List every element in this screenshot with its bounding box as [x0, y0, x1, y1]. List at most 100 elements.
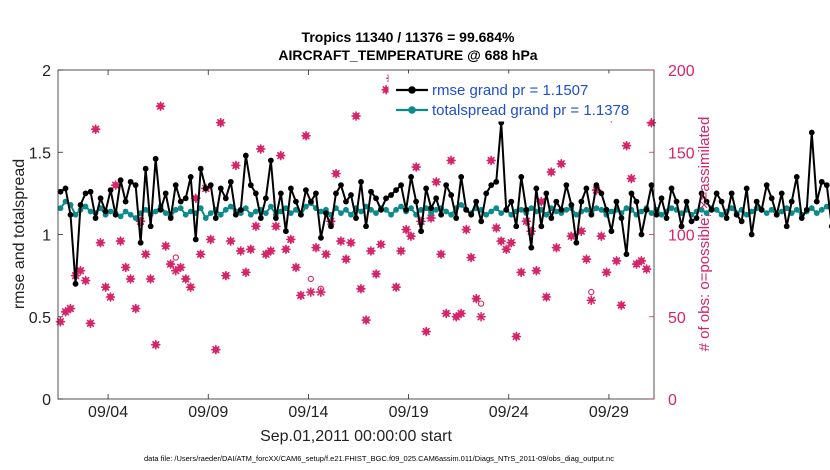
- obs-assimilated-point-48: [296, 290, 306, 301]
- series-point-rmse-4: [77, 201, 84, 208]
- obs-assimilated-point-21: [160, 241, 171, 251]
- obs-assimilated-point-52: [316, 287, 326, 297]
- y-tick-label-2: 1: [42, 228, 51, 245]
- series-point-rmse-152: [818, 178, 825, 185]
- obs-assimilated-point-89: [501, 244, 512, 255]
- series-point-rmse-138: [748, 231, 755, 238]
- series-point-rmse-9: [102, 208, 109, 215]
- series-point-rmse-141: [763, 182, 770, 189]
- series-point-rmse-126: [688, 218, 695, 225]
- y-tick-label-3: 1.5: [29, 145, 51, 162]
- series-point-rmse-52: [318, 234, 324, 241]
- series-point-rmse-149: [803, 206, 810, 213]
- x-tick-label-4: 09/24: [489, 404, 529, 421]
- series-point-rmse-30: [207, 182, 214, 189]
- series-point-totalspread-38: [247, 211, 254, 218]
- series-point-rmse-61: [363, 223, 369, 230]
- series-point-totalspread-58: [348, 211, 354, 218]
- obs-assimilated-point-90: [506, 237, 516, 248]
- series-point-totalspread-142: [768, 206, 775, 213]
- obs-possible-point-106: [588, 288, 595, 296]
- obs-assimilated-point-13: [120, 262, 131, 273]
- obs-assimilated-point-98: [546, 167, 557, 177]
- legend-label-rmse: rmse grand pr = 1.1507: [432, 82, 588, 99]
- series-point-totalspread-128: [698, 206, 705, 213]
- series-point-totalspread-34: [227, 203, 234, 210]
- series-point-totalspread-137: [743, 211, 750, 218]
- series-point-rmse-136: [738, 218, 745, 225]
- obs-assimilated-point-95: [531, 265, 542, 276]
- series-point-rmse-147: [793, 174, 800, 180]
- series-point-rmse-20: [157, 206, 164, 213]
- y2-axis-label: # of obs: o=possible; ×=assimilated: [696, 117, 713, 352]
- series-point-rmse-103: [573, 239, 580, 246]
- series-point-totalspread-15: [132, 215, 139, 221]
- series-point-rmse-89: [503, 206, 510, 213]
- series-point-rmse-113: [623, 251, 630, 258]
- series-point-totalspread-29: [202, 215, 209, 221]
- series-point-totalspread-6: [87, 208, 94, 215]
- series-point-rmse-145: [783, 223, 790, 230]
- series-point-rmse-70: [408, 174, 414, 180]
- series-point-rmse-18: [147, 223, 154, 230]
- obs-assimilated-point-36: [235, 246, 246, 256]
- series-point-totalspread-17: [142, 206, 149, 213]
- obs-assimilated-point-19: [150, 339, 161, 350]
- series-point-rmse-85: [483, 190, 490, 197]
- obs-possible-point-84: [477, 300, 485, 307]
- obs-assimilated-point-31: [211, 344, 221, 355]
- series-point-rmse-55: [333, 190, 339, 197]
- obs-assimilated-point-77: [441, 308, 452, 319]
- series-point-rmse-24: [177, 198, 184, 205]
- series-point-totalspread-85: [483, 211, 490, 218]
- obs-assimilated-point-43: [271, 221, 281, 232]
- series-point-rmse-93: [523, 206, 530, 213]
- obs-assimilated-point-50: [306, 287, 316, 297]
- series-point-rmse-65: [383, 195, 389, 202]
- legend-marker-rmse: [408, 86, 416, 94]
- series-point-rmse-7: [92, 215, 99, 221]
- obs-assimilated-point-2: [65, 303, 76, 314]
- series-point-rmse-125: [683, 198, 690, 205]
- series-point-totalspread-144: [778, 208, 785, 215]
- obs-assimilated-point-79: [451, 311, 462, 322]
- obs-assimilated-point-9: [100, 282, 111, 292]
- series-point-totalspread-150: [808, 205, 815, 212]
- series-point-rmse-104: [578, 198, 585, 205]
- obs-assimilated-point-10: [105, 292, 116, 302]
- obs-assimilated-point-68: [396, 246, 406, 256]
- series-point-totalspread-101: [563, 206, 570, 213]
- series-point-rmse-66: [388, 192, 394, 198]
- obs-assimilated-point-60: [356, 283, 366, 294]
- series-point-totalspread-42: [267, 203, 274, 210]
- series-point-totalspread-67: [393, 206, 399, 213]
- series-point-totalspread-70: [408, 205, 414, 212]
- obs-assimilated-point-40: [255, 144, 266, 154]
- series-point-totalspread-88: [498, 210, 505, 217]
- series-point-totalspread-122: [668, 205, 675, 212]
- series-point-totalspread-151: [813, 210, 820, 217]
- series-point-rmse-44: [277, 190, 284, 197]
- series-point-rmse-117: [643, 206, 650, 213]
- obs-assimilated-point-75: [431, 177, 442, 187]
- series-point-rmse-151: [813, 198, 820, 205]
- obs-assimilated-point-51: [311, 242, 321, 253]
- series-point-totalspread-87: [493, 205, 500, 212]
- series-point-rmse-10: [107, 187, 114, 193]
- series-point-rmse-108: [598, 190, 605, 197]
- obs-assimilated-point-70: [406, 231, 416, 241]
- series-point-totalspread-37: [242, 205, 249, 212]
- series-point-rmse-140: [758, 206, 765, 213]
- series-point-totalspread-145: [783, 205, 790, 212]
- series-point-totalspread-131: [713, 206, 720, 213]
- obs-assimilated-point-67: [391, 282, 401, 292]
- series-point-rmse-97: [543, 190, 550, 197]
- series-point-rmse-114: [628, 190, 635, 197]
- obs-assimilated-point-35: [231, 160, 241, 171]
- obs-assimilated-point-80: [456, 308, 466, 319]
- obs-assimilated-point-69: [401, 224, 411, 235]
- obs-assimilated-point-114: [626, 173, 637, 184]
- series-point-rmse-119: [653, 211, 660, 218]
- x-tick-label-5: 09/29: [589, 404, 629, 421]
- series-point-totalspread-99: [553, 208, 560, 215]
